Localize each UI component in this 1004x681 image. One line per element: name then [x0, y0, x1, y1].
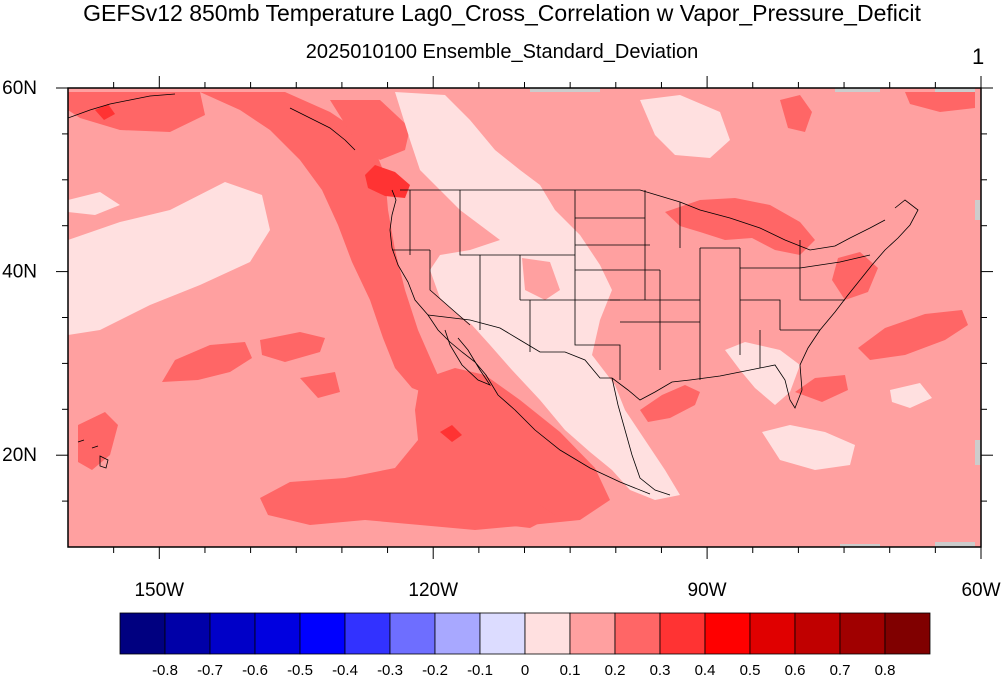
contour-south-central-america	[505, 505, 555, 528]
colorbar-swatch	[704, 612, 751, 655]
lat-tick-label: 20N	[2, 445, 37, 466]
contour-northeast-corner	[905, 92, 975, 112]
colorbar-swatch	[794, 612, 841, 655]
colorbar-label: 0.6	[785, 662, 806, 679]
contour-gulf-alaska	[68, 92, 205, 132]
colorbar-label: -0.7	[197, 662, 223, 679]
contour-great-lakes	[665, 198, 815, 255]
panel-number: 1	[972, 44, 985, 69]
colorbar-swatch	[479, 612, 526, 655]
canada-border	[400, 189, 886, 251]
state-lines-east	[739, 240, 871, 368]
contour-east-coast	[832, 252, 878, 300]
colorbar-label: -0.5	[287, 662, 313, 679]
lon-tick-label: 60W	[961, 580, 1000, 601]
mexico-gulf-outline	[611, 377, 671, 496]
colorbar-swatch	[839, 612, 886, 655]
contour-atlantic-east	[858, 310, 968, 360]
colorbar-label: -0.2	[422, 662, 448, 679]
lon-tick-label: 90W	[688, 580, 727, 601]
contour-atlantic-small	[890, 383, 932, 408]
missing-data-south	[840, 542, 975, 547]
gulf-coast-outline	[611, 199, 919, 409]
figure-subtitle: 2025010100 Ensemble_Standard_Deviation	[305, 41, 699, 63]
lon-tick-label: 150W	[134, 580, 184, 601]
colorbar: -0.8 -0.7 -0.6 -0.5 -0.4 -0.3 -0.2 -0.1 0 0.1 0.2 0…	[119, 612, 931, 679]
hawaii-outline	[77, 439, 109, 469]
contour-north-canada	[780, 95, 812, 132]
west-coast-outline	[389, 189, 651, 495]
missing-data-north	[530, 88, 975, 92]
contour-central-pacific-north	[68, 192, 120, 215]
colorbar-swatch	[524, 612, 571, 655]
contour-southeast-us	[725, 342, 800, 405]
colorbar-label: 0.3	[650, 662, 671, 679]
colorbar-label: 0.8	[875, 662, 896, 679]
map-boundaries	[68, 93, 919, 496]
colorbar-label: 0.7	[830, 662, 851, 679]
colorbar-swatch	[299, 612, 346, 655]
colorbar-label: -0.4	[332, 662, 358, 679]
colorbar-label: -0.3	[377, 662, 403, 679]
colorbar-swatch	[164, 612, 211, 655]
colorbar-swatch	[389, 612, 436, 655]
lat-tick-label: 40N	[2, 262, 37, 283]
colorbar-swatch	[614, 612, 661, 655]
state-lines-central	[575, 190, 740, 380]
contour-hawaii	[78, 412, 118, 470]
colorbar-label: 0.4	[695, 662, 716, 679]
colorbar-swatch	[254, 612, 301, 655]
contour-great-basin-inset	[522, 258, 560, 300]
alaska-islands	[68, 93, 356, 151]
contour-pacific-patch-west	[162, 342, 252, 382]
colorbar-swatch	[344, 612, 391, 655]
map-axes: 150W 120W 90W 60W 60N 40N 20N	[2, 76, 1001, 601]
contour-alaska-interior	[330, 100, 410, 160]
lat-tick-label: 60N	[2, 78, 37, 99]
colorbar-label: -0.8	[152, 662, 178, 679]
contour-hudson	[640, 95, 730, 158]
colorbar-swatch	[884, 612, 931, 655]
colorbar-swatch	[119, 612, 166, 655]
contour-pacific-patch-mid	[260, 332, 325, 362]
colorbar-label: 0	[521, 662, 529, 679]
contour-tropical-pacific	[260, 368, 610, 530]
colorbar-swatch	[209, 612, 256, 655]
figure-title: GEFSv12 850mb Temperature Lag0_Cross_Cor…	[83, 0, 921, 26]
lon-tick-label: 120W	[408, 580, 458, 601]
contour-pacific-northwest-max	[365, 165, 410, 198]
colorbar-swatch	[749, 612, 796, 655]
colorbar-swatch	[434, 612, 481, 655]
contour-gulf-mexico	[640, 385, 700, 422]
contour-tropical-max	[440, 425, 462, 442]
contour-field	[68, 88, 981, 547]
contour-caribbean	[762, 425, 855, 470]
colorbar-label: 0.5	[740, 662, 761, 679]
contour-alaska-coast-max	[95, 104, 115, 120]
contour-northeast-pacific	[68, 182, 270, 335]
colorbar-label: 0.2	[605, 662, 626, 679]
contour-pacific-patch-south	[300, 372, 340, 398]
colorbar-label: 0.1	[560, 662, 581, 679]
contour-atlantic-bahamas	[795, 375, 848, 402]
colorbar-label: -0.1	[467, 662, 493, 679]
colorbar-swatch	[659, 612, 706, 655]
colorbar-label: -0.6	[242, 662, 268, 679]
baja-outline	[444, 329, 492, 386]
colorbar-swatch	[569, 612, 616, 655]
